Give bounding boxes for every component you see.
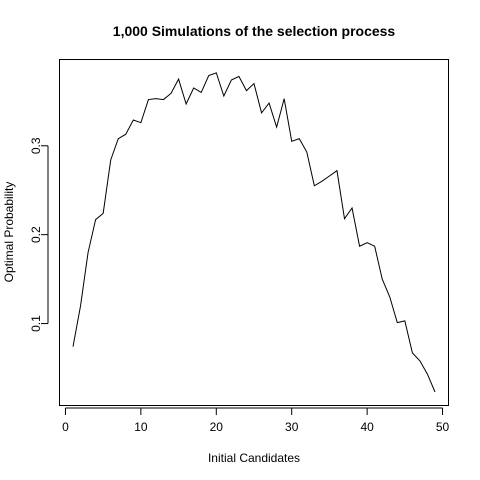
- chart-title: 1,000 Simulations of the selection proce…: [113, 23, 396, 39]
- y-axis: 0.1 0.2 0.3: [29, 137, 49, 332]
- y-tick-label: 0.3: [29, 137, 43, 154]
- x-axis: 0 10 20 30 40 50: [62, 407, 450, 434]
- x-tick-label: 40: [360, 420, 374, 434]
- plot-area-box: [59, 59, 449, 406]
- y-tick-label: 0.2: [29, 226, 43, 243]
- x-tick-label: 10: [134, 420, 148, 434]
- x-tick-label: 50: [436, 420, 450, 434]
- series-line: [72, 72, 436, 393]
- y-axis-label: Optimal Probability: [2, 182, 16, 283]
- y-tick-label: 0.1: [29, 315, 43, 332]
- series-layer: [72, 72, 436, 393]
- x-tick-label: 0: [62, 420, 69, 434]
- x-tick-label: 30: [285, 420, 299, 434]
- x-tick-label: 20: [210, 420, 224, 434]
- x-axis-label: Initial Candidates: [208, 451, 300, 465]
